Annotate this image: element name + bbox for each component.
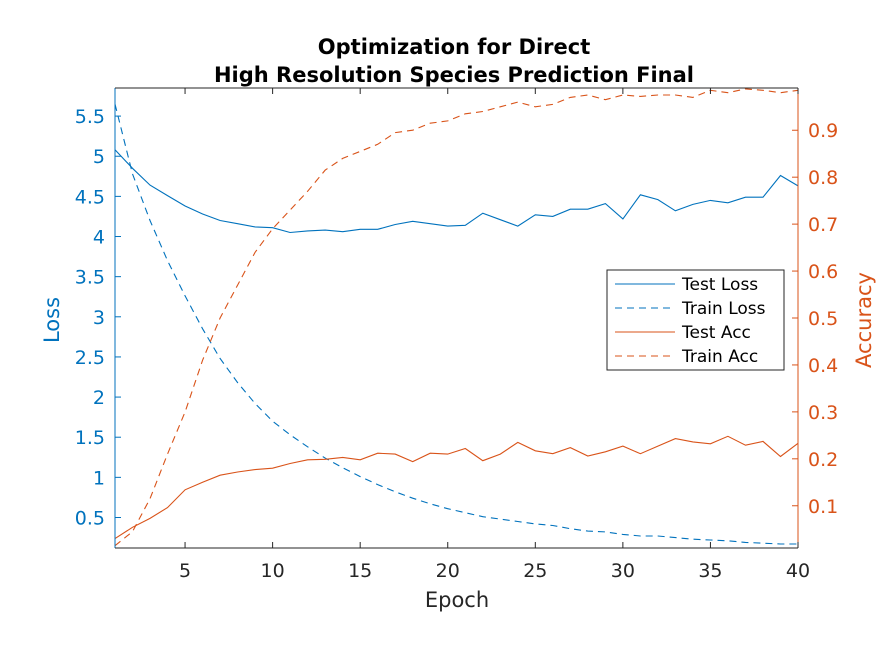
- y-right-tick-label: 0.7: [808, 214, 838, 236]
- chart-title-line-1: Optimization for Direct: [318, 35, 590, 59]
- x-tick-label: 5: [179, 560, 191, 582]
- y-left-tick-label: 5: [93, 146, 105, 168]
- legend-label-train-acc: Train Acc: [681, 347, 758, 367]
- y-left-tick-label: 4.5: [75, 186, 105, 208]
- x-tick-label: 40: [786, 560, 810, 582]
- x-tick-label: 30: [611, 560, 635, 582]
- y-right-tick-label: 0.1: [808, 496, 838, 518]
- y-right-tick-label: 0.8: [808, 167, 838, 189]
- ticks: 5 10 15 20 25 30 35 40 0.5 1 1.5 2 2.5 3 3.5 4 4.5 5 5.5 0.…: [75, 88, 838, 582]
- axes: [114, 87, 799, 549]
- x-tick-label: 10: [261, 560, 285, 582]
- legend-box: [606, 269, 785, 371]
- x-tick-label: 15: [348, 560, 372, 582]
- legend-label-test-loss: Test Loss: [681, 275, 758, 295]
- chart-title-line-2: High Resolution Species Prediction Final: [214, 63, 694, 87]
- y-right-tick-label: 0.2: [808, 449, 838, 471]
- series-line-test-loss: [114, 149, 799, 234]
- y-left-tick-label: 2.5: [75, 347, 105, 369]
- y-right-tick-label: 0.3: [808, 402, 838, 424]
- y-left-tick-label: 2: [93, 387, 105, 409]
- legend-label-train-loss: Train Loss: [681, 299, 766, 319]
- y-left-tick-label: 3.5: [75, 267, 105, 289]
- x-tick-label: 35: [698, 560, 722, 582]
- y-right-tick-label: 0.4: [808, 355, 838, 377]
- y-left-tick-label: 1.5: [75, 427, 105, 449]
- x-tick-label: 25: [523, 560, 547, 582]
- y-left-tick-label: 3: [93, 307, 105, 329]
- plot-area: [114, 88, 799, 547]
- legend-label-test-acc: Test Acc: [681, 323, 751, 343]
- y-right-tick-label: 0.9: [808, 120, 838, 142]
- series-line-train-acc: [114, 88, 799, 547]
- series-line-test-acc: [114, 435, 799, 540]
- y-right-tick-label: 0.5: [808, 308, 838, 330]
- y-right-tick-label: 0.6: [808, 261, 838, 283]
- x-axis-label: Epoch: [425, 588, 489, 612]
- y-axis-right-label: Accuracy: [852, 272, 876, 368]
- y-left-tick-label: 1: [93, 467, 105, 489]
- y-axis-left-label: Loss: [40, 297, 64, 343]
- series-line-train-loss: [114, 103, 798, 545]
- legend: Test Loss Train Loss Test Acc Train Acc: [606, 269, 785, 371]
- x-tick-label: 20: [436, 560, 460, 582]
- y-left-tick-label: 4: [93, 227, 105, 249]
- y-left-tick-label: 5.5: [75, 106, 105, 128]
- y-left-tick-label: 0.5: [75, 507, 105, 529]
